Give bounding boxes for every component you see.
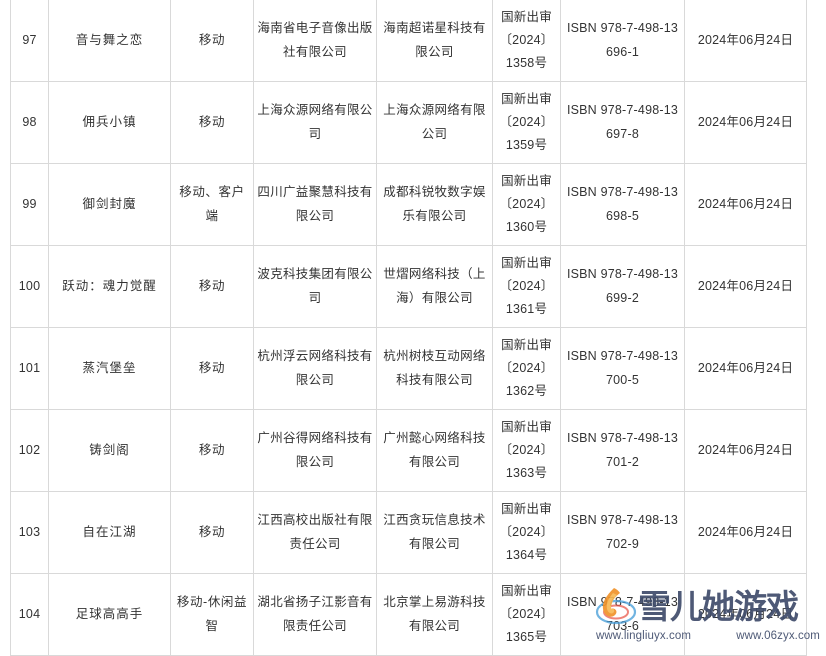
table-row: 102 铸剑阁 移动 广州谷得网络科技有限公司 广州懿心网络科技有限公司 国新出…: [10, 409, 807, 492]
cell-publisher: 湖北省扬子江影音有限责任公司: [253, 573, 377, 656]
cell-date: 2024年06月24日: [684, 327, 807, 410]
cell-isbn: ISBN 978-7-498-13702-9: [560, 491, 685, 574]
cell-operator: 北京掌上易游科技有限公司: [376, 573, 493, 656]
table-row: 100 跃动：魂力觉醒 移动 波克科技集团有限公司 世熠网络科技（上海）有限公司…: [10, 245, 807, 328]
cell-date: 2024年06月24日: [684, 409, 807, 492]
cell-device: 移动: [170, 245, 254, 328]
cell-publisher: 广州谷得网络科技有限公司: [253, 409, 377, 492]
cell-publisher: 四川广益聚慧科技有限公司: [253, 163, 377, 246]
table-row: 103 自在江湖 移动 江西高校出版社有限责任公司 江西贪玩信息技术有限公司 国…: [10, 491, 807, 574]
cell-operator: 广州懿心网络科技有限公司: [376, 409, 493, 492]
table-row: 99 御剑封魔 移动、客户端 四川广益聚慧科技有限公司 成都科锐牧数字娱乐有限公…: [10, 163, 807, 246]
cell-date: 2024年06月24日: [684, 245, 807, 328]
cell-isbn: ISBN 978-7-498-13703-6: [560, 573, 685, 656]
cell-game-name: 蒸汽堡垒: [48, 327, 171, 410]
cell-game-name: 音与舞之恋: [48, 0, 171, 82]
cell-doc-no: 国新出审〔2024〕1358号: [492, 0, 561, 82]
cell-publisher: 江西高校出版社有限责任公司: [253, 491, 377, 574]
cell-operator: 成都科锐牧数字娱乐有限公司: [376, 163, 493, 246]
cell-date: 2024年06月24日: [684, 81, 807, 164]
cell-doc-no: 国新出审〔2024〕1359号: [492, 81, 561, 164]
cell-device: 移动: [170, 409, 254, 492]
cell-publisher: 海南省电子音像出版社有限公司: [253, 0, 377, 82]
cell-date: 2024年06月24日: [684, 163, 807, 246]
cell-index: 102: [10, 409, 49, 492]
cell-isbn: ISBN 978-7-498-13696-1: [560, 0, 685, 82]
cell-game-name: 跃动：魂力觉醒: [48, 245, 171, 328]
cell-isbn: ISBN 978-7-498-13701-2: [560, 409, 685, 492]
cell-index: 100: [10, 245, 49, 328]
cell-device: 移动: [170, 327, 254, 410]
cell-operator: 海南超诺星科技有限公司: [376, 0, 493, 82]
cell-index: 99: [10, 163, 49, 246]
cell-index: 97: [10, 0, 49, 82]
cell-doc-no: 国新出审〔2024〕1364号: [492, 491, 561, 574]
cell-device: 移动、客户端: [170, 163, 254, 246]
cell-doc-no: 国新出审〔2024〕1363号: [492, 409, 561, 492]
table-row: 98 佣兵小镇 移动 上海众源网络有限公司 上海众源网络有限公司 国新出审〔20…: [10, 81, 807, 164]
cell-game-name: 佣兵小镇: [48, 81, 171, 164]
cell-isbn: ISBN 978-7-498-13700-5: [560, 327, 685, 410]
cell-device: 移动-休闲益智: [170, 573, 254, 656]
cell-isbn: ISBN 978-7-498-13699-2: [560, 245, 685, 328]
cell-device: 移动: [170, 491, 254, 574]
cell-publisher: 波克科技集团有限公司: [253, 245, 377, 328]
cell-operator: 上海众源网络有限公司: [376, 81, 493, 164]
game-approval-table: 97 音与舞之恋 移动 海南省电子音像出版社有限公司 海南超诺星科技有限公司 国…: [10, 0, 807, 656]
cell-doc-no: 国新出审〔2024〕1361号: [492, 245, 561, 328]
cell-date: 2024年06月24日: [684, 573, 807, 656]
cell-index: 98: [10, 81, 49, 164]
cell-operator: 杭州树枝互动网络科技有限公司: [376, 327, 493, 410]
cell-index: 103: [10, 491, 49, 574]
cell-doc-no: 国新出审〔2024〕1362号: [492, 327, 561, 410]
cell-isbn: ISBN 978-7-498-13698-5: [560, 163, 685, 246]
table-body: 97 音与舞之恋 移动 海南省电子音像出版社有限公司 海南超诺星科技有限公司 国…: [10, 0, 807, 656]
cell-game-name: 足球高高手: [48, 573, 171, 656]
cell-isbn: ISBN 978-7-498-13697-8: [560, 81, 685, 164]
cell-date: 2024年06月24日: [684, 491, 807, 574]
cell-operator: 江西贪玩信息技术有限公司: [376, 491, 493, 574]
cell-game-name: 自在江湖: [48, 491, 171, 574]
cell-publisher: 杭州浮云网络科技有限公司: [253, 327, 377, 410]
cell-date: 2024年06月24日: [684, 0, 807, 82]
cell-index: 104: [10, 573, 49, 656]
cell-index: 101: [10, 327, 49, 410]
table-row: 97 音与舞之恋 移动 海南省电子音像出版社有限公司 海南超诺星科技有限公司 国…: [10, 0, 807, 82]
cell-publisher: 上海众源网络有限公司: [253, 81, 377, 164]
cell-device: 移动: [170, 0, 254, 82]
cell-game-name: 铸剑阁: [48, 409, 171, 492]
cell-device: 移动: [170, 81, 254, 164]
cell-doc-no: 国新出审〔2024〕1360号: [492, 163, 561, 246]
cell-operator: 世熠网络科技（上海）有限公司: [376, 245, 493, 328]
table-row: 104 足球高高手 移动-休闲益智 湖北省扬子江影音有限责任公司 北京掌上易游科…: [10, 573, 807, 656]
table-row: 101 蒸汽堡垒 移动 杭州浮云网络科技有限公司 杭州树枝互动网络科技有限公司 …: [10, 327, 807, 410]
cell-doc-no: 国新出审〔2024〕1365号: [492, 573, 561, 656]
cell-game-name: 御剑封魔: [48, 163, 171, 246]
